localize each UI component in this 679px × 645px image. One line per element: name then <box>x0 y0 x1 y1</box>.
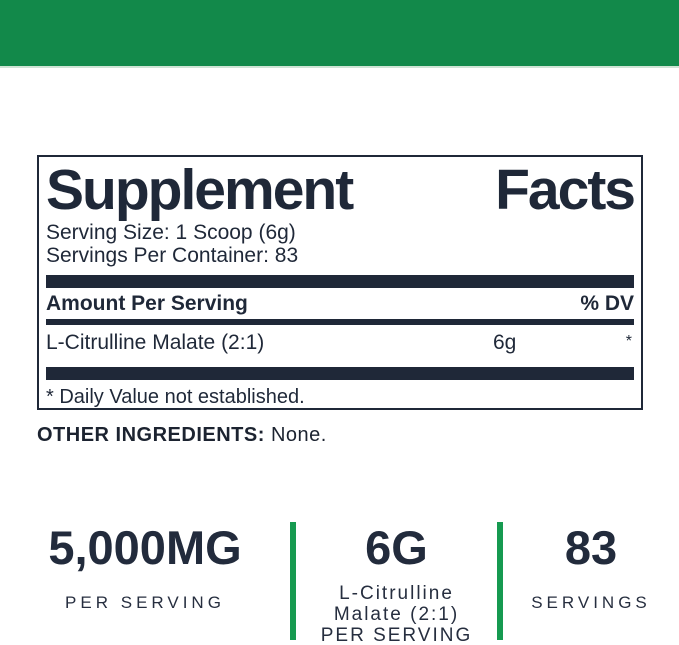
stat-servings-caption: SERVINGS <box>531 593 651 612</box>
ingredient-amount: 6g <box>492 331 517 354</box>
stat-grams-caption-line-2: Malate (2:1) <box>333 604 460 625</box>
ingredient-dv-asterisk: * <box>625 333 632 350</box>
stat-dose-value: 5,000MG <box>48 521 242 574</box>
stat-divider-left <box>290 522 296 640</box>
servings-per-container-line: Servings Per Container: 83 <box>46 244 299 267</box>
amount-header-row: Amount Per Serving % DV <box>46 288 634 319</box>
stat-grams-caption: L-Citrulline Malate (2:1) PER SERVING <box>321 583 473 645</box>
stat-grams-per-serving: 6G L-Citrulline Malate (2:1) PER SERVING <box>296 520 497 645</box>
ingredient-row: L-Citrulline Malate (2:1) 6g * <box>46 325 634 359</box>
stat-servings-count: 83 SERVINGS <box>503 520 679 645</box>
other-ingredients-line: OTHER INGREDIENTS: None. <box>37 424 327 447</box>
stat-grams-value: 6G <box>365 521 428 574</box>
panel-title: Supplement Facts <box>46 157 636 222</box>
other-ingredients-label: OTHER INGREDIENTS: <box>37 424 265 446</box>
percent-dv-header: % DV <box>580 292 634 315</box>
panel-title-word-1: Supplement <box>46 157 354 222</box>
supplement-facts-panel: Supplement Facts Serving Size: 1 Scoop (… <box>37 155 643 410</box>
divider-bar-thick-bottom <box>46 367 634 380</box>
stat-grams-caption-line-3: PER SERVING <box>320 625 473 645</box>
serving-size-line: Serving Size: 1 Scoop (6g) <box>46 221 296 244</box>
other-ingredients-value: None. <box>264 424 327 446</box>
divider-bar-thick-top <box>46 275 634 288</box>
amount-per-serving-header: Amount Per Serving <box>46 292 248 315</box>
ingredient-name: L-Citrulline Malate (2:1) <box>46 331 265 354</box>
panel-title-word-2: Facts <box>495 157 636 222</box>
daily-value-footnote: * Daily Value not established. <box>46 386 305 408</box>
divider-bar-thin <box>46 319 634 325</box>
stat-servings-value: 83 <box>564 521 618 574</box>
top-green-band <box>0 0 679 68</box>
stat-dose-per-serving: 5,000MG PER SERVING <box>0 520 290 645</box>
stat-grams-caption-line-1: L-Citrulline <box>339 583 454 604</box>
stat-dose-caption: PER SERVING <box>65 593 225 612</box>
stat-divider-right <box>497 522 503 640</box>
